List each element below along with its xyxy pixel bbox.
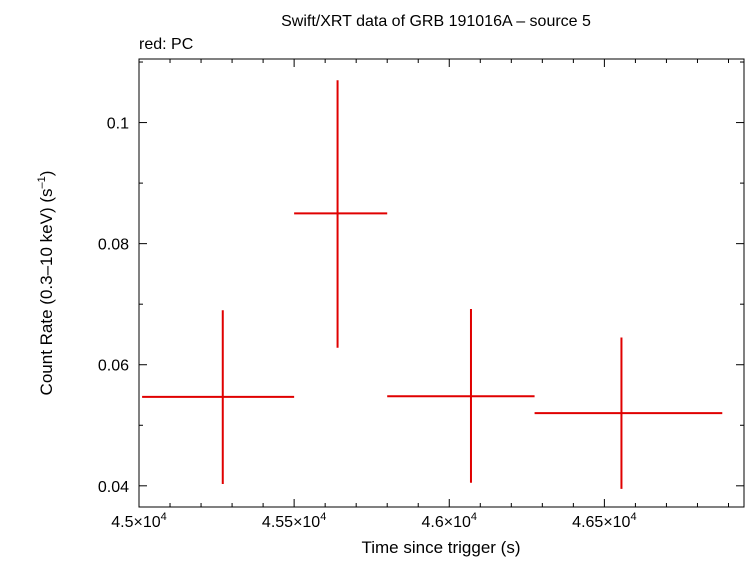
x-tick-label: 4.5×104: [111, 511, 167, 531]
axes: [138, 58, 745, 508]
chart-subtitle: red: PC: [139, 36, 193, 53]
x-tick-label: 4.65×104: [572, 511, 636, 531]
x-axis-label: Time since trigger (s): [361, 538, 520, 557]
y-axis-label-main: Count Rate (0.3–10 keV) (s: [37, 188, 56, 395]
y-tick-label: 0.08: [98, 237, 129, 254]
axis-ticks: [138, 59, 744, 507]
chart-title: Swift/XRT data of GRB 191016A – source 5: [281, 13, 591, 30]
x-tick-label: 4.55×104: [262, 511, 326, 531]
data-point: [142, 310, 295, 484]
x-tick-label: 4.6×104: [421, 511, 477, 531]
y-axis-label-sup: –1: [36, 176, 48, 188]
tick-labels: 4.5×104 4.55×104 4.6×104 4.65×104 0.04 0.06 0.…: [98, 116, 637, 531]
y-axis-label: Count Rate (0.3–10 keV) (s–1): [36, 171, 56, 396]
data-point: [294, 80, 388, 348]
y-tick-label: 0.04: [98, 479, 129, 496]
y-tick-label: 0.1: [107, 116, 129, 133]
plot-frame: [138, 58, 745, 508]
y-tick-label: 0.06: [98, 358, 129, 375]
data-point: [387, 309, 535, 483]
data-points: [142, 80, 723, 489]
y-axis-label-close: ): [37, 171, 56, 177]
data-point: [534, 337, 723, 489]
